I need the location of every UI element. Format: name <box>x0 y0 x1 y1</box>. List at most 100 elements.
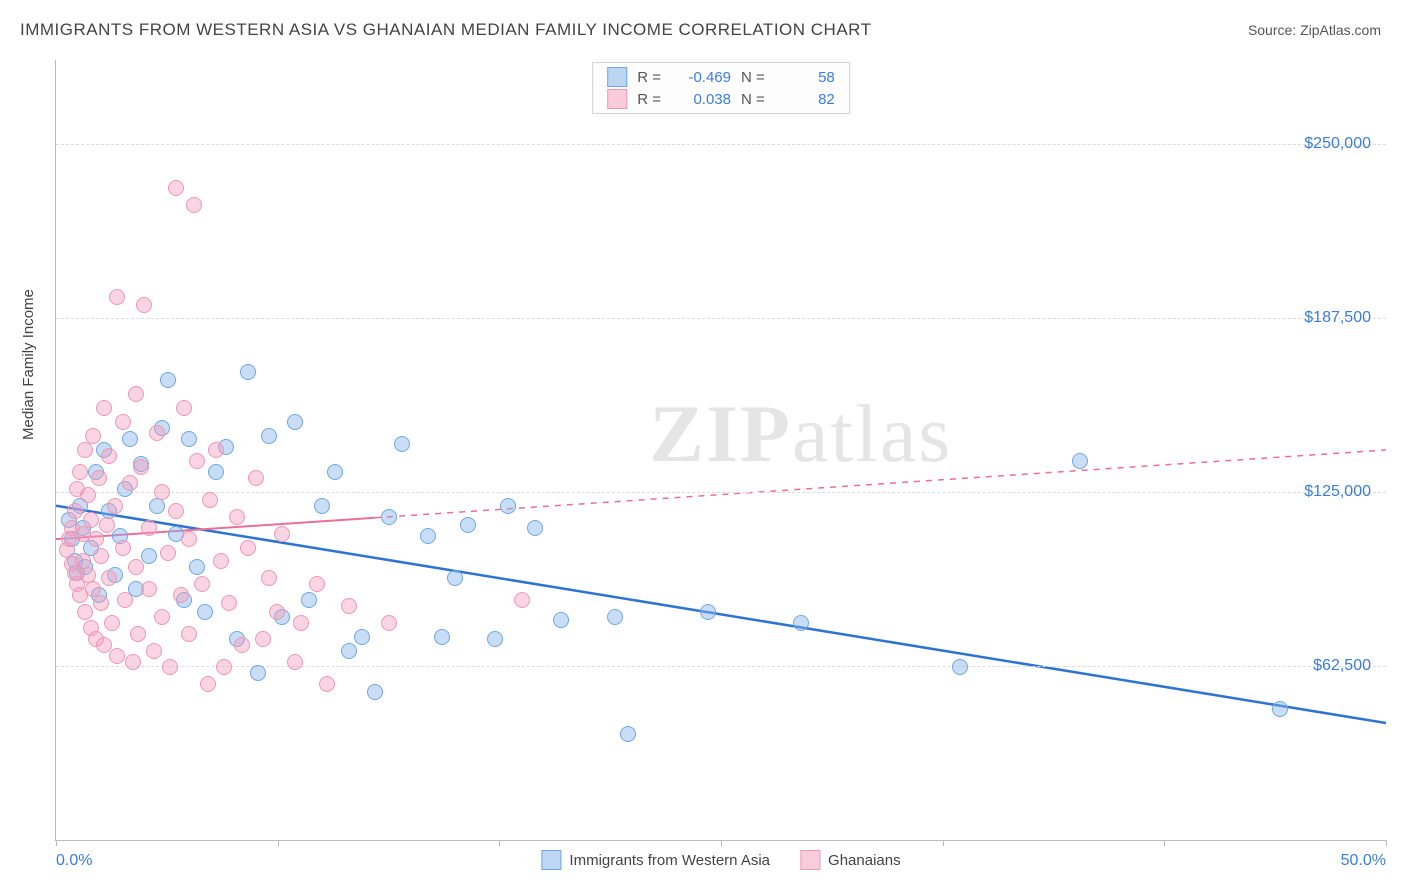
scatter-point <box>354 629 370 645</box>
watermark-rest: atlas <box>792 388 952 479</box>
legend-item-2: Ghanaians <box>800 850 901 870</box>
scatter-point <box>141 520 157 536</box>
scatter-point <box>149 425 165 441</box>
scatter-point <box>136 297 152 313</box>
scatter-point <box>620 726 636 742</box>
scatter-point <box>367 684 383 700</box>
scatter-point <box>162 659 178 675</box>
scatter-point <box>173 587 189 603</box>
scatter-point <box>197 604 213 620</box>
n-value-2: 82 <box>775 91 835 108</box>
correlation-stats-box: R = -0.469 N = 58 R = 0.038 N = 82 <box>592 62 850 114</box>
gridline <box>56 492 1386 493</box>
swatch-blue-icon <box>541 850 561 870</box>
scatter-point <box>104 615 120 631</box>
scatter-point <box>301 592 317 608</box>
scatter-point <box>168 503 184 519</box>
scatter-point <box>160 545 176 561</box>
scatter-point <box>181 431 197 447</box>
y-tick-label: $187,500 <box>1304 309 1371 327</box>
trend-line-solid <box>56 506 1386 723</box>
y-tick-label: $250,000 <box>1304 135 1371 153</box>
scatter-point <box>122 475 138 491</box>
r-label: R = <box>637 91 661 108</box>
source-attribution: Source: ZipAtlas.com <box>1248 22 1381 38</box>
scatter-point <box>500 498 516 514</box>
scatter-point <box>72 464 88 480</box>
r-value-1: -0.469 <box>671 69 731 86</box>
scatter-point <box>109 289 125 305</box>
trend-line-dashed <box>375 450 1386 518</box>
source-value: ZipAtlas.com <box>1300 22 1381 38</box>
n-value-1: 58 <box>775 69 835 86</box>
scatter-point <box>96 637 112 653</box>
y-tick-label: $125,000 <box>1304 483 1371 501</box>
scatter-point <box>314 498 330 514</box>
scatter-point <box>287 654 303 670</box>
scatter-point <box>208 464 224 480</box>
legend-item-1: Immigrants from Western Asia <box>541 850 770 870</box>
scatter-point <box>154 484 170 500</box>
chart-container: IMMIGRANTS FROM WESTERN ASIA VS GHANAIAN… <box>0 0 1406 892</box>
scatter-point <box>240 364 256 380</box>
scatter-point <box>514 592 530 608</box>
scatter-point <box>88 531 104 547</box>
x-axis-max-label: 50.0% <box>1341 852 1386 870</box>
scatter-point <box>793 615 809 631</box>
scatter-point <box>293 615 309 631</box>
x-tick <box>499 840 500 846</box>
scatter-point <box>107 498 123 514</box>
scatter-point <box>141 548 157 564</box>
gridline <box>56 144 1386 145</box>
scatter-point <box>181 626 197 642</box>
scatter-point <box>101 570 117 586</box>
n-label: N = <box>741 69 765 86</box>
scatter-point <box>381 615 397 631</box>
scatter-point <box>434 629 450 645</box>
scatter-point <box>91 470 107 486</box>
swatch-pink-icon <box>607 89 627 109</box>
scatter-point <box>261 570 277 586</box>
scatter-point <box>487 631 503 647</box>
scatter-point <box>1272 701 1288 717</box>
scatter-point <box>460 517 476 533</box>
watermark: ZIPatlas <box>649 387 952 481</box>
x-tick <box>1164 840 1165 846</box>
scatter-point <box>248 470 264 486</box>
scatter-point <box>194 576 210 592</box>
scatter-point <box>261 428 277 444</box>
x-tick <box>278 840 279 846</box>
scatter-point <box>250 665 266 681</box>
scatter-point <box>128 386 144 402</box>
scatter-point <box>93 548 109 564</box>
scatter-point <box>133 459 149 475</box>
swatch-pink-icon <box>800 850 820 870</box>
scatter-point <box>122 431 138 447</box>
scatter-point <box>128 559 144 575</box>
scatter-point <box>67 503 83 519</box>
scatter-point <box>96 400 112 416</box>
scatter-point <box>420 528 436 544</box>
scatter-point <box>83 512 99 528</box>
x-tick <box>721 840 722 846</box>
scatter-point <box>553 612 569 628</box>
scatter-point <box>77 442 93 458</box>
scatter-point <box>99 517 115 533</box>
scatter-point <box>168 180 184 196</box>
scatter-point <box>101 448 117 464</box>
scatter-point <box>255 631 271 647</box>
scatter-point <box>115 540 131 556</box>
scatter-point <box>115 414 131 430</box>
scatter-point <box>309 576 325 592</box>
scatter-point <box>229 509 245 525</box>
bottom-legend: Immigrants from Western Asia Ghanaians <box>541 850 900 870</box>
x-tick <box>943 840 944 846</box>
scatter-point <box>240 540 256 556</box>
scatter-point <box>341 598 357 614</box>
scatter-point <box>700 604 716 620</box>
source-label: Source: <box>1248 22 1296 38</box>
scatter-point <box>234 637 250 653</box>
n-label: N = <box>741 91 765 108</box>
scatter-point <box>80 487 96 503</box>
scatter-point <box>607 609 623 625</box>
